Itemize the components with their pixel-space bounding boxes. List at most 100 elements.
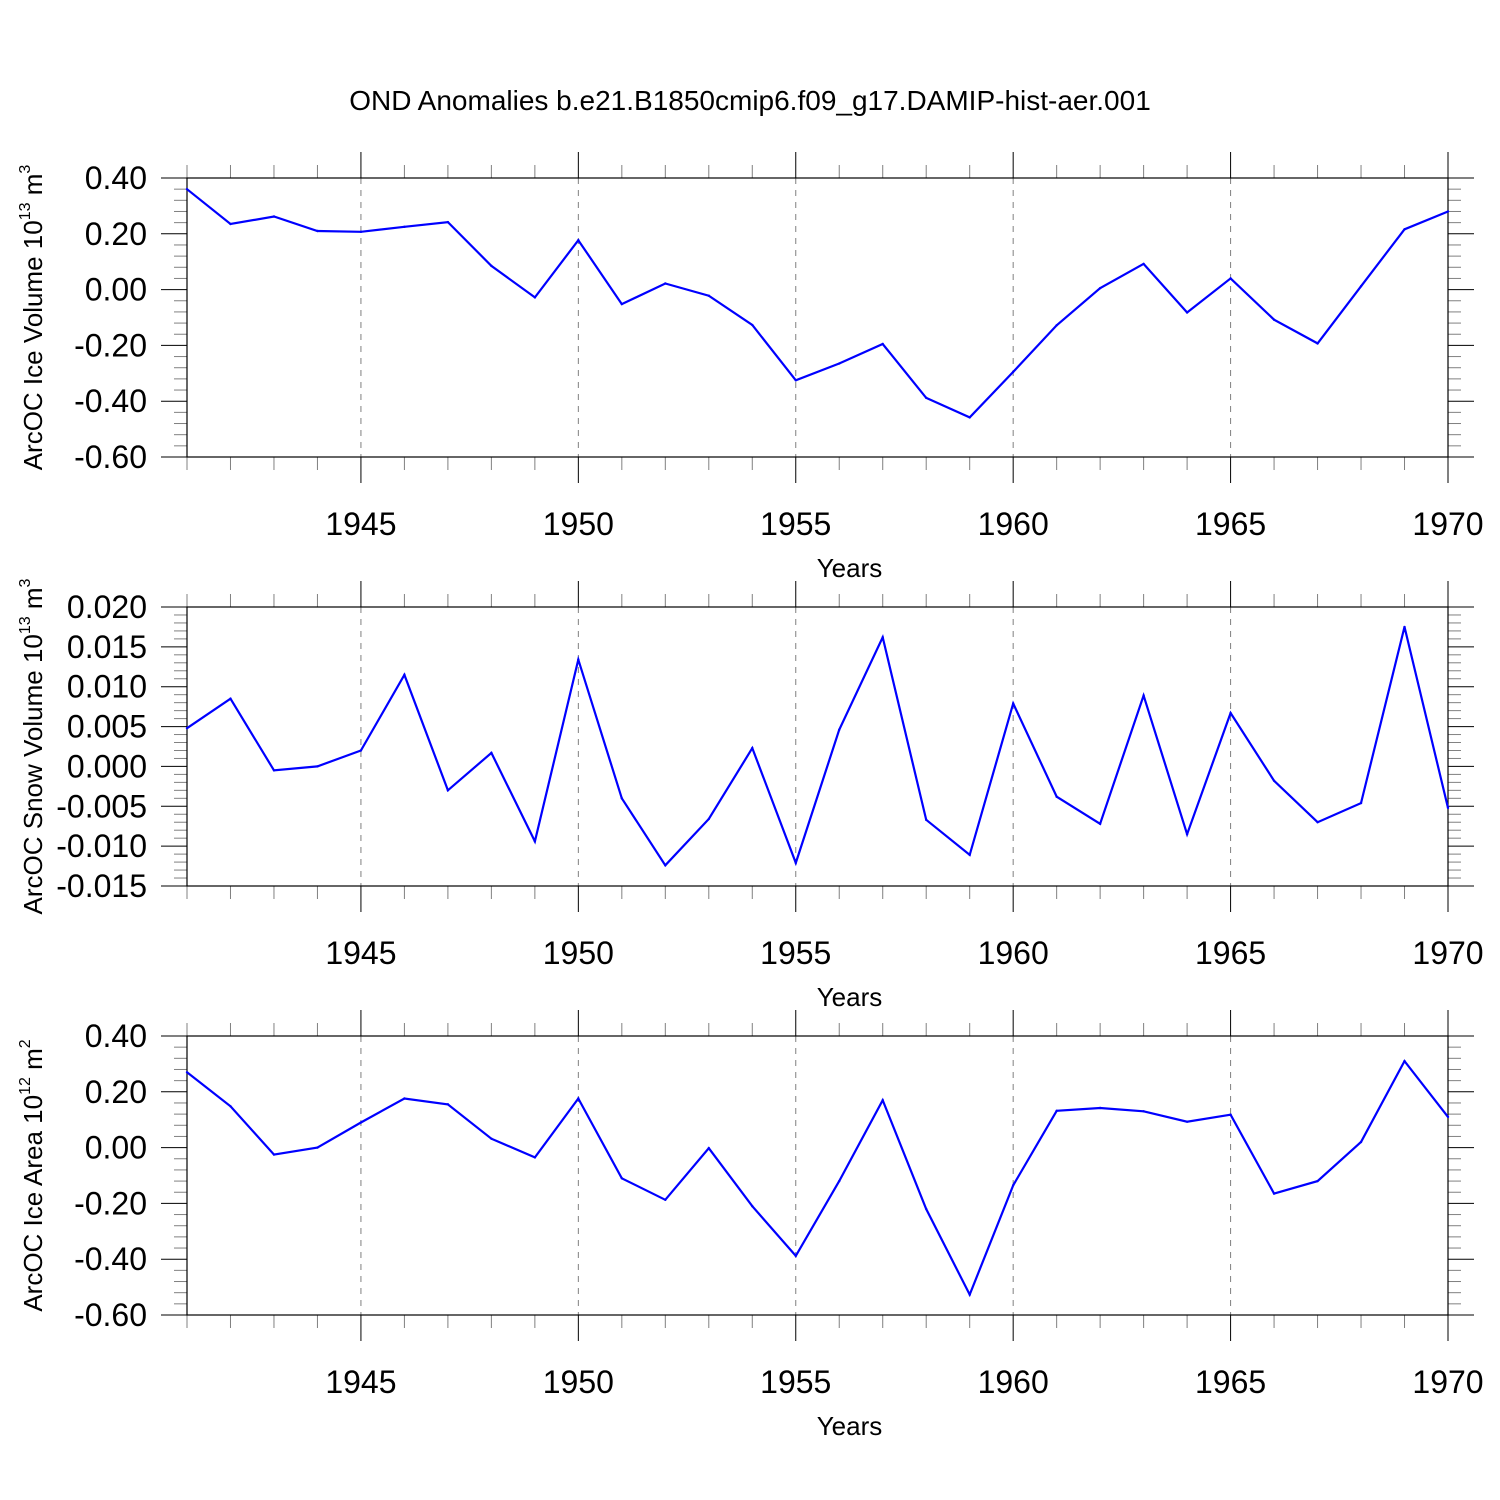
y-tick-label: -0.010 <box>56 828 147 864</box>
data-point <box>1403 1059 1406 1063</box>
data-point <box>1272 318 1276 321</box>
data-point <box>446 220 450 224</box>
y-axis-label-unit-exp: 2 <box>17 1039 34 1048</box>
data-point <box>707 1146 710 1150</box>
data-point <box>664 282 667 285</box>
data-point <box>272 769 276 772</box>
data-point <box>1055 795 1058 798</box>
plot-frame <box>186 606 1449 887</box>
x-tick-label: 1955 <box>760 506 831 542</box>
y-axis-label-unit-exp: 3 <box>17 165 34 174</box>
data-point <box>1272 779 1276 782</box>
y-tick-label: -0.60 <box>74 1297 147 1333</box>
data-point <box>403 1097 406 1100</box>
chart-panel-1: -0.60 -0.40 -0.20 0.00 0.20 0.40 1945 1950 1955 1… <box>17 152 1484 583</box>
y-tick-label: -0.20 <box>74 1185 147 1221</box>
data-point <box>1229 277 1232 280</box>
series-line <box>186 626 1450 868</box>
y-tick-label: 0.20 <box>85 216 147 252</box>
x-tick-label: 1960 <box>978 935 1049 971</box>
plot-frame <box>186 177 1449 458</box>
y-tick-label: 0.40 <box>85 160 147 196</box>
x-axis-label: Years <box>817 553 883 583</box>
data-point <box>1316 342 1319 345</box>
data-point <box>1011 702 1015 705</box>
data-point <box>1403 228 1406 231</box>
data-point <box>925 1207 928 1211</box>
data-point <box>490 751 493 755</box>
data-point <box>359 230 363 234</box>
y-tick-label: 0.20 <box>85 1074 147 1110</box>
figure-title: OND Anomalies b.e21.B1850cmip6.f09_g17.D… <box>349 85 1151 116</box>
panels: -0.60 -0.40 -0.20 0.00 0.20 0.40 1945 1950 1955 1… <box>17 152 1484 1441</box>
x-tick-label: 1970 <box>1412 506 1483 542</box>
data-point <box>1185 832 1189 836</box>
data-point <box>707 294 710 297</box>
data-point <box>1403 625 1406 629</box>
y-tick-label: 0.00 <box>85 1130 147 1166</box>
data-point <box>881 342 884 346</box>
data-point <box>490 1137 493 1140</box>
y-tick-label: 0.010 <box>67 669 147 705</box>
y-tick-label: 0.000 <box>67 748 147 784</box>
x-tick-label: 1950 <box>543 1364 614 1400</box>
data-point <box>229 222 232 226</box>
data-point <box>185 1071 189 1074</box>
series-line <box>186 1059 1449 1298</box>
data-point <box>751 1204 754 1208</box>
data-point <box>1316 821 1319 824</box>
x-tick-label: 1945 <box>325 1364 396 1400</box>
y-axis-label-exp: 13 <box>17 616 34 634</box>
y-tick-label: -0.015 <box>56 868 147 904</box>
x-tick-label: 1955 <box>760 1364 831 1400</box>
data-point <box>1142 262 1145 266</box>
data-point <box>838 362 841 365</box>
x-tick-label: 1960 <box>978 506 1049 542</box>
data-point <box>751 323 754 327</box>
y-axis-label-unit: m <box>18 1048 48 1077</box>
data-point <box>403 225 406 229</box>
data-point <box>751 746 754 750</box>
x-tick-label: 1965 <box>1195 935 1266 971</box>
data-point <box>577 1097 580 1100</box>
y-axis-label-unit-exp: 3 <box>17 578 34 587</box>
data-point <box>1185 311 1189 314</box>
data-point <box>533 840 537 843</box>
data-point <box>577 658 580 661</box>
x-tick-label: 1950 <box>543 506 614 542</box>
y-axis-label-unit: m <box>18 174 48 203</box>
data-point <box>1011 370 1015 374</box>
x-tick-label: 1955 <box>760 935 831 971</box>
data-point <box>229 697 232 700</box>
y-tick-label: 0.40 <box>85 1018 147 1054</box>
y-tick-label: 0.015 <box>67 629 147 665</box>
x-tick-label: 1965 <box>1195 1364 1266 1400</box>
y-axis-label-exp: 13 <box>17 202 34 220</box>
plot-frame <box>186 1035 1449 1316</box>
data-point <box>446 789 450 792</box>
data-point <box>1229 711 1232 715</box>
data-point <box>403 673 406 676</box>
x-tick-label: 1970 <box>1412 935 1483 971</box>
data-point <box>1446 210 1450 213</box>
x-tick-label: 1945 <box>325 506 396 542</box>
data-point <box>272 215 276 218</box>
data-point <box>794 379 797 382</box>
chart-panel-3: -0.60 -0.40 -0.20 0.00 0.20 0.40 1945 1950 1955 1… <box>17 1010 1484 1441</box>
y-tick-label: -0.40 <box>74 1241 147 1277</box>
x-tick-label: 1970 <box>1412 1364 1483 1400</box>
data-point <box>1098 1106 1102 1110</box>
data-point <box>185 187 189 191</box>
data-point <box>925 818 928 822</box>
data-point <box>925 396 928 400</box>
data-point <box>664 1198 667 1201</box>
data-point <box>968 853 971 857</box>
data-point <box>1316 1179 1319 1183</box>
y-axis-label-main: ArcOC Ice Area 10 <box>18 1095 48 1312</box>
data-point <box>1359 801 1363 805</box>
data-point <box>1359 285 1363 288</box>
data-point <box>1098 822 1102 826</box>
data-point <box>1055 1109 1058 1112</box>
data-point <box>533 1156 537 1159</box>
x-axis-label: Years <box>817 982 883 1012</box>
